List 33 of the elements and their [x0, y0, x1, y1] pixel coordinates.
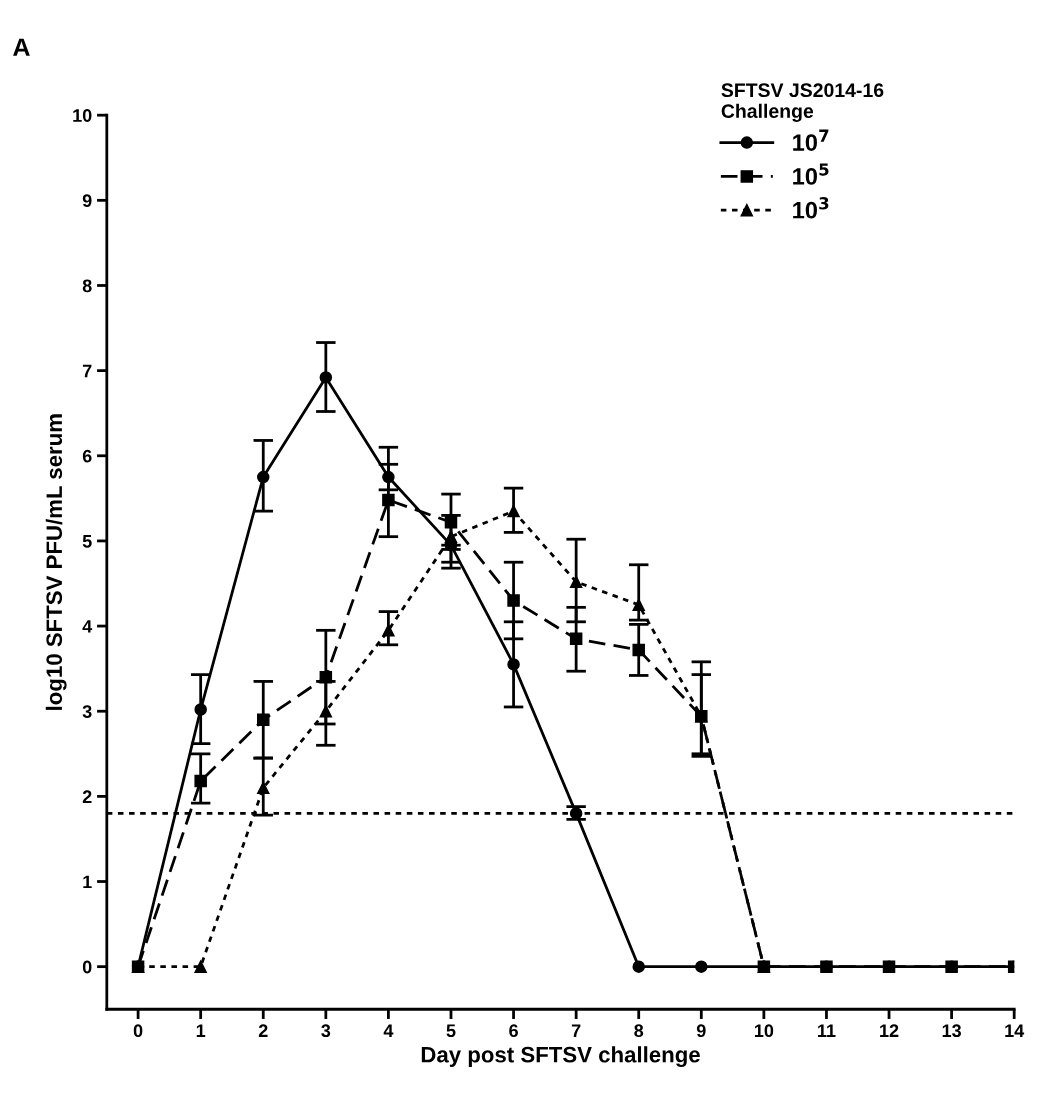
x-tick-label: 11 [818, 1024, 836, 1037]
x-tick-label: 12 [880, 1024, 899, 1037]
y-tick-label: 1 [83, 875, 92, 889]
y-tick-label: 9 [82, 194, 92, 208]
x-axis-title: Day post SFTSV challenge [421, 1046, 700, 1068]
legend-title: SFTSV JS2014-16 Challenge [721, 83, 884, 122]
y-tick-label: 10 [73, 109, 92, 122]
y-tick-label: 0 [82, 960, 92, 974]
x-tick-label: 6 [509, 1024, 518, 1038]
x-tick-label: 3 [321, 1024, 331, 1038]
x-tick-label: 5 [446, 1024, 456, 1038]
y-tick-label: 7 [82, 364, 92, 378]
y-tick-label: 3 [82, 705, 92, 718]
x-tick-label: 7 [571, 1024, 581, 1037]
y-tick-label: 5 [82, 535, 92, 548]
x-tick-label: 14 [1005, 1024, 1025, 1037]
legend-label: 10$^{5}$ [793, 163, 829, 185]
x-tick-label: 13 [942, 1024, 961, 1038]
y-tick-label: 8 [82, 279, 92, 293]
x-tick-label: 10 [754, 1024, 774, 1038]
y-tick-label: 6 [82, 449, 92, 463]
x-tick-label: 4 [383, 1024, 394, 1037]
x-tick-label: 0 [133, 1024, 143, 1038]
legend-label: 10$^{3}$ [793, 197, 829, 219]
x-tick-label: 2 [258, 1024, 268, 1037]
y-axis-title: log10 SFTSV PFU/mL serum [45, 414, 67, 710]
legend-label: 10$^{7}$ [793, 129, 829, 151]
chart-title: A [13, 38, 30, 56]
x-tick-label: 1 [196, 1024, 206, 1037]
x-tick-label: 9 [696, 1024, 706, 1038]
y-tick-label: 4 [82, 620, 93, 633]
y-tick-label: 2 [82, 790, 92, 803]
x-tick-label: 8 [634, 1024, 644, 1038]
